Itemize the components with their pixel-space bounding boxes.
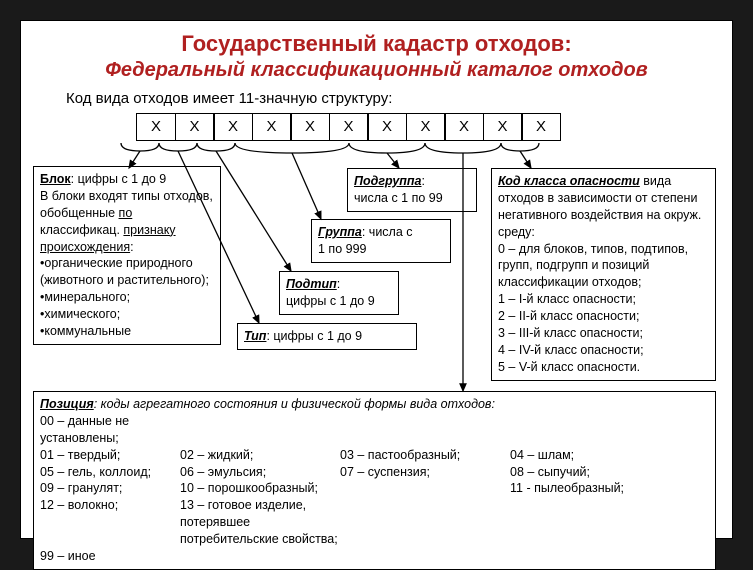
code-cell-2: X [175, 113, 215, 141]
poz-row: 09 – гранулят;10 – порошкообразный; 11 - … [40, 480, 709, 497]
poz-rows: 00 – данные не установлены;01 – твердый;… [40, 413, 709, 565]
poz-cell: 03 – пастообразный; [340, 447, 510, 464]
kod-item: 2 – II-й класс опасности; [498, 308, 709, 325]
box-gruppa: Группа: числа с 1 по 999 [311, 219, 451, 263]
poz-label: Позиция [40, 397, 94, 411]
kod-items: 0 – для блоков, типов, подтипов, групп, … [498, 241, 709, 376]
poz-cell: 13 – готовое изделие, потерявшее потреби… [180, 497, 340, 548]
poz-cell: 11 - пылеобразный; [510, 480, 670, 497]
blok-u1: по [119, 206, 133, 220]
poz-cell: 01 – твердый; [40, 447, 180, 464]
intro-text: Код вида отходов имеет 11-значную структ… [66, 90, 717, 107]
tip-text: : цифры с 1 до 9 [266, 329, 362, 343]
poz-cell: 08 – сыпучий; [510, 464, 670, 481]
code-cell-9: X [444, 113, 484, 141]
blok-mid: классификац. [40, 223, 123, 237]
code-cell-7: X [367, 113, 407, 141]
podtip-label: Подтип [286, 277, 337, 291]
blok-item: •химического; [40, 306, 214, 323]
blok-end: : [130, 240, 133, 254]
poz-cell: 06 – эмульсия; [180, 464, 340, 481]
poz-row: 99 – иное [40, 548, 709, 565]
poz-cell: 02 – жидкий; [180, 447, 340, 464]
poz-cell: 09 – гранулят; [40, 480, 180, 497]
code-cell-6: X [329, 113, 369, 141]
poz-lead: : коды агрегатного состояния и физическо… [94, 397, 495, 411]
blok-line1: : цифры с 1 до 9 [71, 172, 167, 186]
blok-item: •коммунальные [40, 323, 214, 340]
poz-row: 00 – данные не установлены; [40, 413, 709, 447]
kod-item: 5 – V-й класс опасности. [498, 359, 709, 376]
poz-cell: 04 – шлам; [510, 447, 670, 464]
poz-row: 12 – волокно;13 – готовое изделие, потер… [40, 497, 709, 548]
diagram-page: Государственный кадастр отходов: Федерал… [20, 20, 733, 539]
poz-cell: 00 – данные не установлены; [40, 413, 180, 447]
poz-cell: 10 – порошкообразный; [180, 480, 340, 497]
box-podgruppa: Подгруппа: числа с 1 по 99 [347, 168, 477, 212]
box-kod: Код класса опасности вида отходов в зави… [491, 168, 716, 381]
blok-item: •минерального; [40, 289, 214, 306]
kod-label: Код класса опасности [498, 174, 640, 188]
tip-label: Тип [244, 329, 266, 343]
podgruppa-label: Подгруппа [354, 174, 422, 188]
page-title: Государственный кадастр отходов: [36, 31, 717, 57]
poz-cell [340, 480, 510, 497]
kod-item: 4 – IV-й класс опасности; [498, 342, 709, 359]
code-cell-1: X [136, 113, 176, 141]
code-cell-4: X [252, 113, 292, 141]
poz-cell: 05 – гель, коллоид; [40, 464, 180, 481]
blok-item: •органические природного (животного и ра… [40, 255, 214, 289]
box-blok: Блок: цифры с 1 до 9 В блоки входят типы… [33, 166, 221, 345]
poz-cell: 12 – волокно; [40, 497, 180, 548]
kod-item: 3 – III-й класс опасности; [498, 325, 709, 342]
code-cell-3: X [213, 113, 253, 141]
box-podtip: Подтип: цифры с 1 до 9 [279, 271, 399, 315]
box-poz: Позиция: коды агрегатного состояния и фи… [33, 391, 716, 570]
page-subtitle: Федеральный классификационный каталог от… [36, 59, 717, 82]
gruppa-label: Группа [318, 225, 362, 239]
code-cell-10: X [483, 113, 523, 141]
code-cell-5: X [290, 113, 330, 141]
code-structure: XXXXXXXXXXX [136, 113, 717, 141]
poz-row: 05 – гель, коллоид;06 – эмульсия;07 – су… [40, 464, 709, 481]
poz-row: 01 – твердый;02 – жидкий;03 – пастообраз… [40, 447, 709, 464]
blok-items: •органические природного (животного и ра… [40, 255, 214, 339]
code-cell-11: X [521, 113, 561, 141]
blok-heading: Блок [40, 172, 71, 186]
poz-cell: 99 – иное [40, 548, 180, 565]
box-tip: Тип: цифры с 1 до 9 [237, 323, 417, 350]
kod-item: 1 – I-й класс опасности; [498, 291, 709, 308]
code-cell-8: X [406, 113, 446, 141]
kod-item: 0 – для блоков, типов, подтипов, групп, … [498, 241, 709, 292]
poz-cell: 07 – суспензия; [340, 464, 510, 481]
